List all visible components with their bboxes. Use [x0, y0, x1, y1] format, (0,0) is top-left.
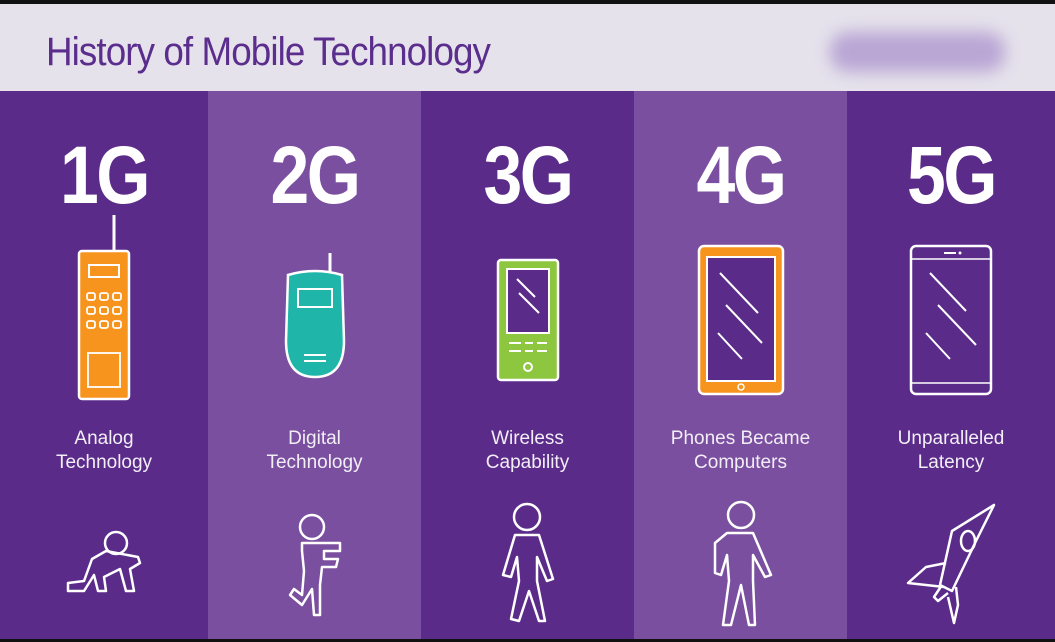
modern-smartphone-icon	[909, 244, 993, 396]
generation-label: 4G	[696, 130, 787, 221]
smartphone-icon	[697, 244, 784, 396]
generation-5g: 5G Unparalleled Latency	[847, 91, 1055, 639]
generation-label: 3G	[483, 130, 574, 221]
generation-description: Phones Became Computers	[634, 427, 847, 475]
description-line: Capability	[485, 452, 570, 473]
generation-2g: 2G Digital Technology	[208, 91, 421, 639]
generation-description: Wireless Capability	[421, 427, 634, 475]
generation-description: Unparalleled Latency	[847, 427, 1055, 475]
description-line: Computers	[694, 452, 787, 473]
generation-3g: 3G Wireless Capability	[421, 91, 634, 639]
generation-label: 2G	[270, 130, 361, 221]
description-line: Phones Became	[670, 428, 811, 449]
generation-description: Analog Technology	[0, 427, 208, 475]
description-line: Analog	[74, 428, 134, 449]
flip-phone-icon	[284, 253, 345, 379]
description-line: Latency	[917, 452, 985, 473]
description-line: Technology	[55, 452, 153, 473]
generation-4g: 4G Phones Became Computers	[634, 91, 847, 639]
generation-label: 5G	[907, 130, 997, 221]
description-line: Digital	[288, 428, 341, 449]
blurred-logo	[830, 32, 1005, 72]
standing-person-icon	[713, 500, 772, 627]
header: History of Mobile Technology	[0, 4, 1055, 91]
description-line: Unparalleled	[897, 428, 1005, 449]
generation-label: 1G	[60, 130, 150, 221]
feature-phone-icon	[496, 258, 559, 382]
generations: 1G Analog Technology 2G	[0, 91, 1055, 639]
toddler-icon	[288, 513, 341, 617]
generation-1g: 1G Analog Technology	[0, 91, 208, 639]
rocket-icon	[906, 503, 996, 625]
crawling-baby-icon	[66, 530, 142, 593]
description-line: Wireless	[491, 428, 564, 449]
page-title: History of Mobile Technology	[46, 30, 491, 74]
brick-phone-icon	[77, 215, 131, 401]
description-line: Technology	[266, 452, 363, 473]
walking-person-icon	[501, 502, 554, 623]
generation-description: Digital Technology	[208, 427, 421, 475]
